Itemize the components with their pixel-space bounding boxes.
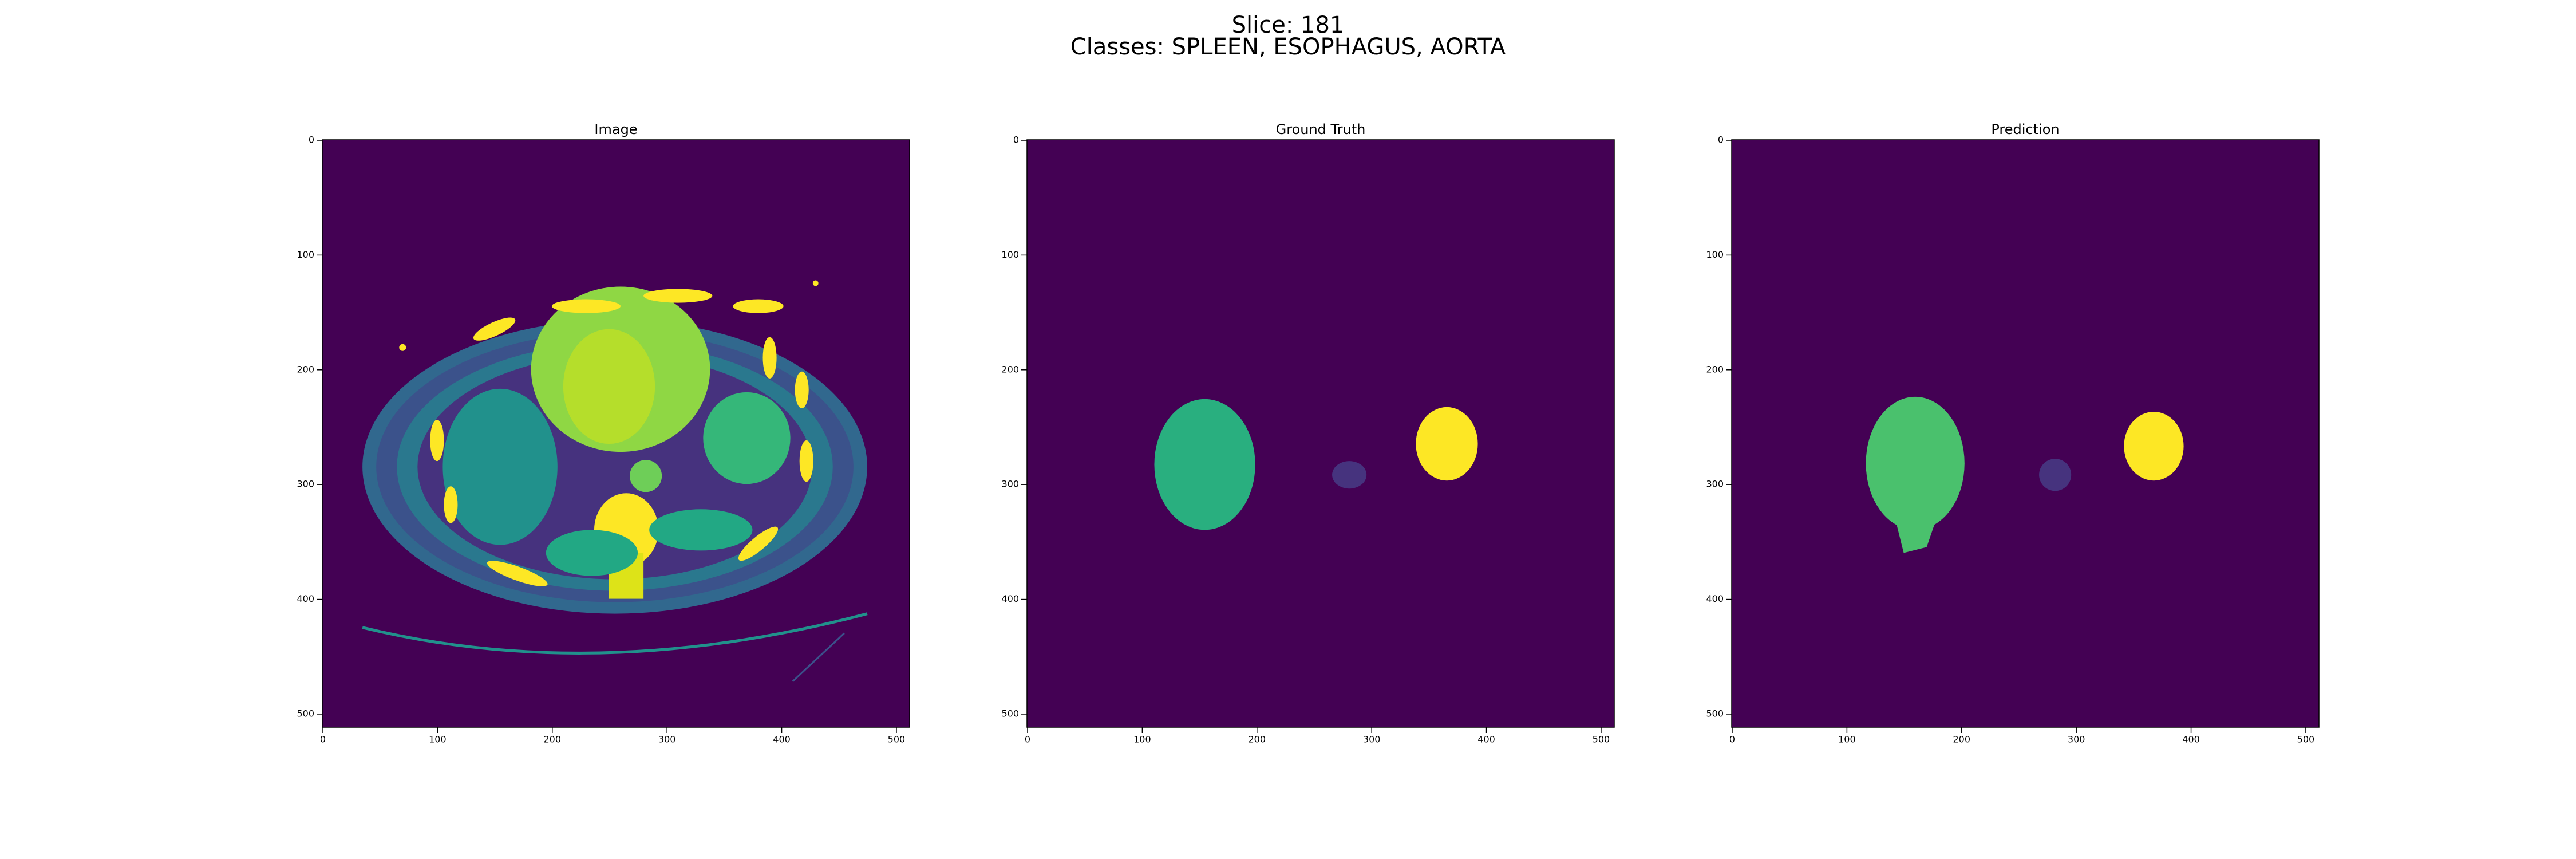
y-tick-label: 200 — [297, 364, 314, 375]
y-tick-label: 500 — [1001, 708, 1019, 719]
ct-image — [322, 140, 910, 728]
x-tick-label: 300 — [658, 734, 676, 745]
x-tick-label: 500 — [1593, 734, 1610, 745]
x-tick-label: 400 — [1477, 734, 1495, 745]
figure-title: Classes: SPLEEN, ESOPHAGUS, AORTA — [1070, 34, 1506, 60]
x-tick-label: 400 — [2182, 734, 2200, 745]
y-tick-label: 100 — [297, 249, 314, 260]
y-tick-label: 500 — [297, 708, 314, 719]
figure-title: Slice: 181 — [1232, 12, 1345, 38]
ground-truth-mask — [1027, 140, 1615, 728]
x-tick-label: 200 — [1249, 734, 1266, 745]
x-tick-label: 0 — [1729, 734, 1735, 745]
y-tick-label: 300 — [1706, 479, 1724, 490]
y-tick-label: 400 — [297, 593, 314, 604]
x-tick-label: 400 — [773, 734, 791, 745]
x-tick-label: 200 — [544, 734, 562, 745]
axes-frame — [1731, 139, 2320, 728]
x-tick-label: 0 — [1025, 734, 1030, 745]
x-tick-label: 500 — [888, 734, 906, 745]
y-tick-label: 400 — [1706, 593, 1724, 604]
y-tick-label: 100 — [1706, 249, 1724, 260]
panel-title: Prediction — [1991, 121, 2059, 137]
y-tick-label: 200 — [1706, 364, 1724, 375]
panel-title: Image — [594, 121, 637, 137]
y-tick-label: 0 — [1718, 135, 1724, 145]
y-tick-label: 300 — [1001, 479, 1019, 490]
x-tick-label: 0 — [320, 734, 326, 745]
x-tick-label: 300 — [2068, 734, 2085, 745]
axes-frame — [1026, 139, 1615, 728]
x-tick-label: 300 — [1363, 734, 1381, 745]
prediction-mask — [1732, 140, 2320, 728]
y-tick-label: 300 — [297, 479, 314, 490]
x-tick-label: 200 — [1953, 734, 1971, 745]
axes-frame — [322, 139, 910, 728]
y-tick-label: 0 — [309, 135, 314, 145]
y-tick-label: 400 — [1001, 593, 1019, 604]
x-tick-label: 100 — [1133, 734, 1151, 745]
x-tick-label: 100 — [429, 734, 447, 745]
y-tick-label: 0 — [1013, 135, 1019, 145]
y-tick-label: 100 — [1001, 249, 1019, 260]
panel-title: Ground Truth — [1276, 121, 1366, 137]
y-tick-label: 200 — [1001, 364, 1019, 375]
x-tick-label: 100 — [1838, 734, 1856, 745]
x-tick-label: 500 — [2297, 734, 2315, 745]
y-tick-label: 500 — [1706, 708, 1724, 719]
